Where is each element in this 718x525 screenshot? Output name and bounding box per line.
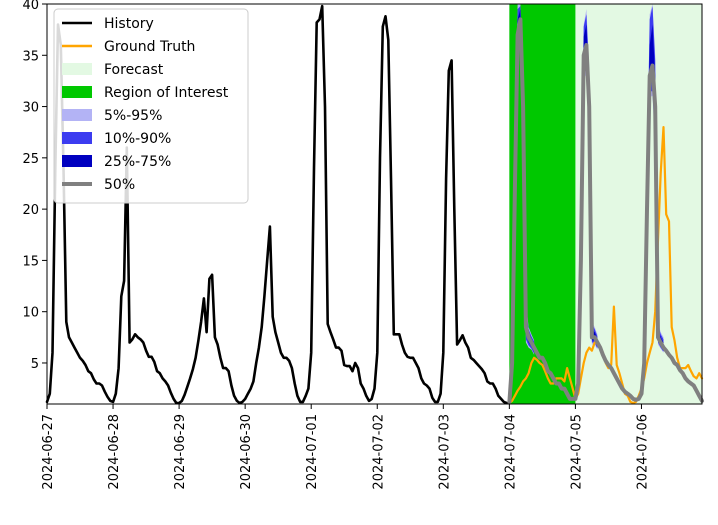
series-50pct [507, 17, 704, 404]
series-history [45, 4, 508, 405]
x-tick-label-2024-07-06: 2024-07-06 [635, 414, 650, 490]
legend-label-region-of-interest: Region of Interest [104, 85, 229, 101]
legend-label-ground-truth: Ground Truth [104, 39, 195, 55]
regions-layer [509, 4, 702, 404]
legend-label-5pct-95pct: 5%-95% [104, 108, 162, 124]
y-tick-label-30: 30 [22, 101, 39, 116]
legend-swatch-10pct-90pct [62, 132, 92, 144]
x-tick-label-2024-06-30: 2024-06-30 [239, 414, 254, 490]
y-tick-label-20: 20 [22, 203, 39, 218]
y-tick-label-35: 35 [22, 49, 39, 64]
x-tick-label-2024-06-27: 2024-06-27 [41, 414, 56, 490]
legend-label-forecast: Forecast [104, 62, 164, 78]
axes-layer: 5 10 15 20 25 30 35 40 2024-06-27 2024-06-28 2024-… [22, 0, 703, 490]
x-tick-label-2024-06-29: 2024-06-29 [173, 414, 188, 490]
y-tick-label-25: 25 [22, 152, 39, 167]
legend: History Ground Truth Forecast Region of Int… [53, 8, 249, 204]
y-tick-label-10: 10 [22, 306, 39, 321]
x-tick-label-2024-07-05: 2024-07-05 [569, 414, 584, 490]
region-region-of-interest [509, 4, 576, 404]
x-tick-label-2024-07-03: 2024-07-03 [437, 414, 452, 490]
legend-label-history: History [104, 16, 154, 32]
y-tick-label-40: 40 [22, 0, 39, 13]
legend-swatch-25pct-75pct [62, 155, 92, 167]
legend-swatch-5pct-95pct [62, 109, 92, 121]
legend-swatch-region-of-interest [62, 86, 92, 98]
x-tick-label-2024-06-28: 2024-06-28 [107, 414, 122, 490]
x-tick-label-2024-07-02: 2024-07-02 [371, 414, 386, 490]
x-tick-label-2024-07-04: 2024-07-04 [503, 414, 518, 490]
legend-label-50pct: 50% [104, 177, 135, 193]
legend-label-10pct-90pct: 10%-90% [104, 131, 171, 147]
y-tick-label-5: 5 [31, 357, 39, 372]
plot-frame [46, 3, 703, 405]
legend-swatch-forecast [62, 63, 92, 75]
x-tick-label-2024-07-01: 2024-07-01 [305, 414, 320, 490]
lines-layer [45, 4, 704, 405]
legend-box [53, 8, 249, 204]
legend-label-25pct-75pct: 25%-75% [104, 154, 171, 170]
y-tick-label-15: 15 [22, 254, 39, 269]
